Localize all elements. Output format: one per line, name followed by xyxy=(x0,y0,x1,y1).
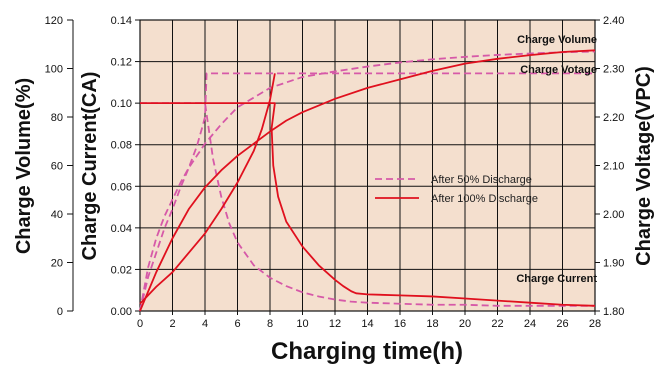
voltage-tick-label: 2.20 xyxy=(603,112,624,124)
voltage-tick-label: 1.80 xyxy=(603,306,624,318)
current-axis-title: Charge Current(CA) xyxy=(79,72,101,261)
current-tick-label: 0.08 xyxy=(111,140,132,152)
voltage-axis-title: Charge Voltage(VPC) xyxy=(633,66,655,266)
x-tick-label: 18 xyxy=(426,318,438,330)
current-tick-label: 0.04 xyxy=(111,223,132,235)
x-tick-label: 28 xyxy=(589,318,601,330)
volume-axis-title: Charge Volume(%) xyxy=(13,78,35,254)
full-discharge-charge-volume-line xyxy=(139,49,596,312)
current-tick-label: 0.10 xyxy=(111,98,132,110)
volume-tick-label: 100 xyxy=(45,64,63,76)
x-tick-label: 0 xyxy=(137,318,143,330)
curve-annotation: Charge Current xyxy=(516,273,597,285)
x-tick-label: 26 xyxy=(556,318,568,330)
labels: 0 2 4 6 8 10 12 14 16 18 20 22 24 26 28020406080100120… xyxy=(13,15,655,365)
x-tick-label: 16 xyxy=(394,318,406,330)
curve-annotation: Charge Volume xyxy=(517,34,597,46)
x-tick-label: 6 xyxy=(234,318,240,330)
x-tick-label: 2 xyxy=(169,318,175,330)
x-tick-label: 10 xyxy=(296,318,308,330)
half-discharge-charge-volume-line xyxy=(139,50,596,312)
axes xyxy=(67,19,600,315)
x-axis-title: Charging time(h) xyxy=(271,338,463,365)
x-tick-label: 14 xyxy=(361,318,373,330)
voltage-tick-label: 2.10 xyxy=(603,161,624,173)
current-tick-label: 0.02 xyxy=(111,264,132,276)
full-discharge-charge-current-line xyxy=(140,102,596,307)
volume-tick-label: 20 xyxy=(51,258,63,270)
voltage-tick-label: 2.00 xyxy=(603,209,624,221)
x-tick-label: 20 xyxy=(459,318,471,330)
volume-tick-label: 120 xyxy=(45,15,63,27)
volume-tick-label: 60 xyxy=(51,161,63,173)
current-tick-label: 0.06 xyxy=(111,181,132,193)
x-tick-label: 24 xyxy=(524,318,536,330)
x-tick-label: 22 xyxy=(491,318,503,330)
volume-tick-label: 0 xyxy=(57,306,63,318)
current-tick-label: 0.12 xyxy=(111,57,132,69)
full-discharge-charge-votage-line xyxy=(139,73,276,305)
x-tick-label: 12 xyxy=(329,318,341,330)
legend-label: After 50% Discharge xyxy=(431,174,532,186)
series-lines xyxy=(139,49,596,312)
voltage-tick-label: 2.30 xyxy=(603,64,624,76)
plot-area xyxy=(139,19,596,312)
legend-label: After 100% Discharge xyxy=(431,193,538,205)
current-tick-label: 0.00 xyxy=(111,306,132,318)
curve-annotation: Charge Votage xyxy=(520,64,597,76)
voltage-tick-label: 1.90 xyxy=(603,258,624,270)
voltage-tick-label: 2.40 xyxy=(603,15,624,27)
x-tick-label: 4 xyxy=(202,318,208,330)
x-tick-label: 8 xyxy=(267,318,273,330)
volume-tick-label: 80 xyxy=(51,112,63,124)
current-tick-label: 0.14 xyxy=(111,15,132,27)
volume-tick-label: 40 xyxy=(51,209,63,221)
